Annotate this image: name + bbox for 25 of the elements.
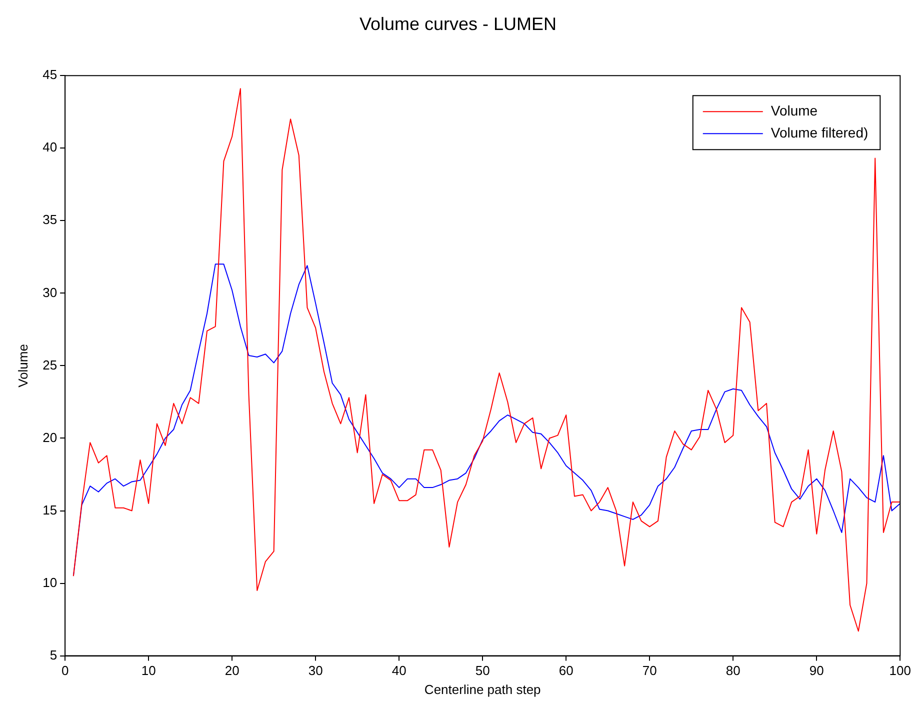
legend-label: Volume: [770, 102, 818, 118]
y-tick-label: 20: [42, 430, 58, 445]
x-tick-label: 90: [809, 663, 824, 678]
x-tick-label: 20: [224, 663, 240, 678]
legend-label: Volume filtered): [770, 124, 868, 140]
y-tick-label: 5: [50, 647, 58, 662]
y-tick-label: 10: [42, 574, 58, 590]
y-tick-label: 40: [42, 140, 58, 155]
chart-title: Volume curves - LUMEN: [359, 14, 557, 34]
x-tick-label: 70: [642, 663, 657, 678]
x-tick-label: 50: [475, 663, 490, 678]
x-tick-label: 60: [558, 663, 574, 678]
y-tick-label: 45: [42, 67, 58, 82]
y-tick-label: 15: [42, 502, 58, 518]
x-tick-label: 30: [308, 663, 323, 678]
x-tick-label: 10: [141, 663, 156, 678]
x-axis-title: Centerline path step: [424, 682, 541, 697]
y-tick-label: 35: [42, 212, 58, 228]
x-tick-label: 80: [726, 663, 740, 678]
x-tick-label: 0: [61, 663, 69, 678]
y-axis-title: Volume: [15, 344, 30, 388]
x-tick-label: 100: [889, 663, 912, 678]
y-tick-label: 25: [42, 357, 58, 372]
y-tick-label: 30: [42, 284, 58, 300]
x-tick-label: 40: [392, 663, 406, 678]
